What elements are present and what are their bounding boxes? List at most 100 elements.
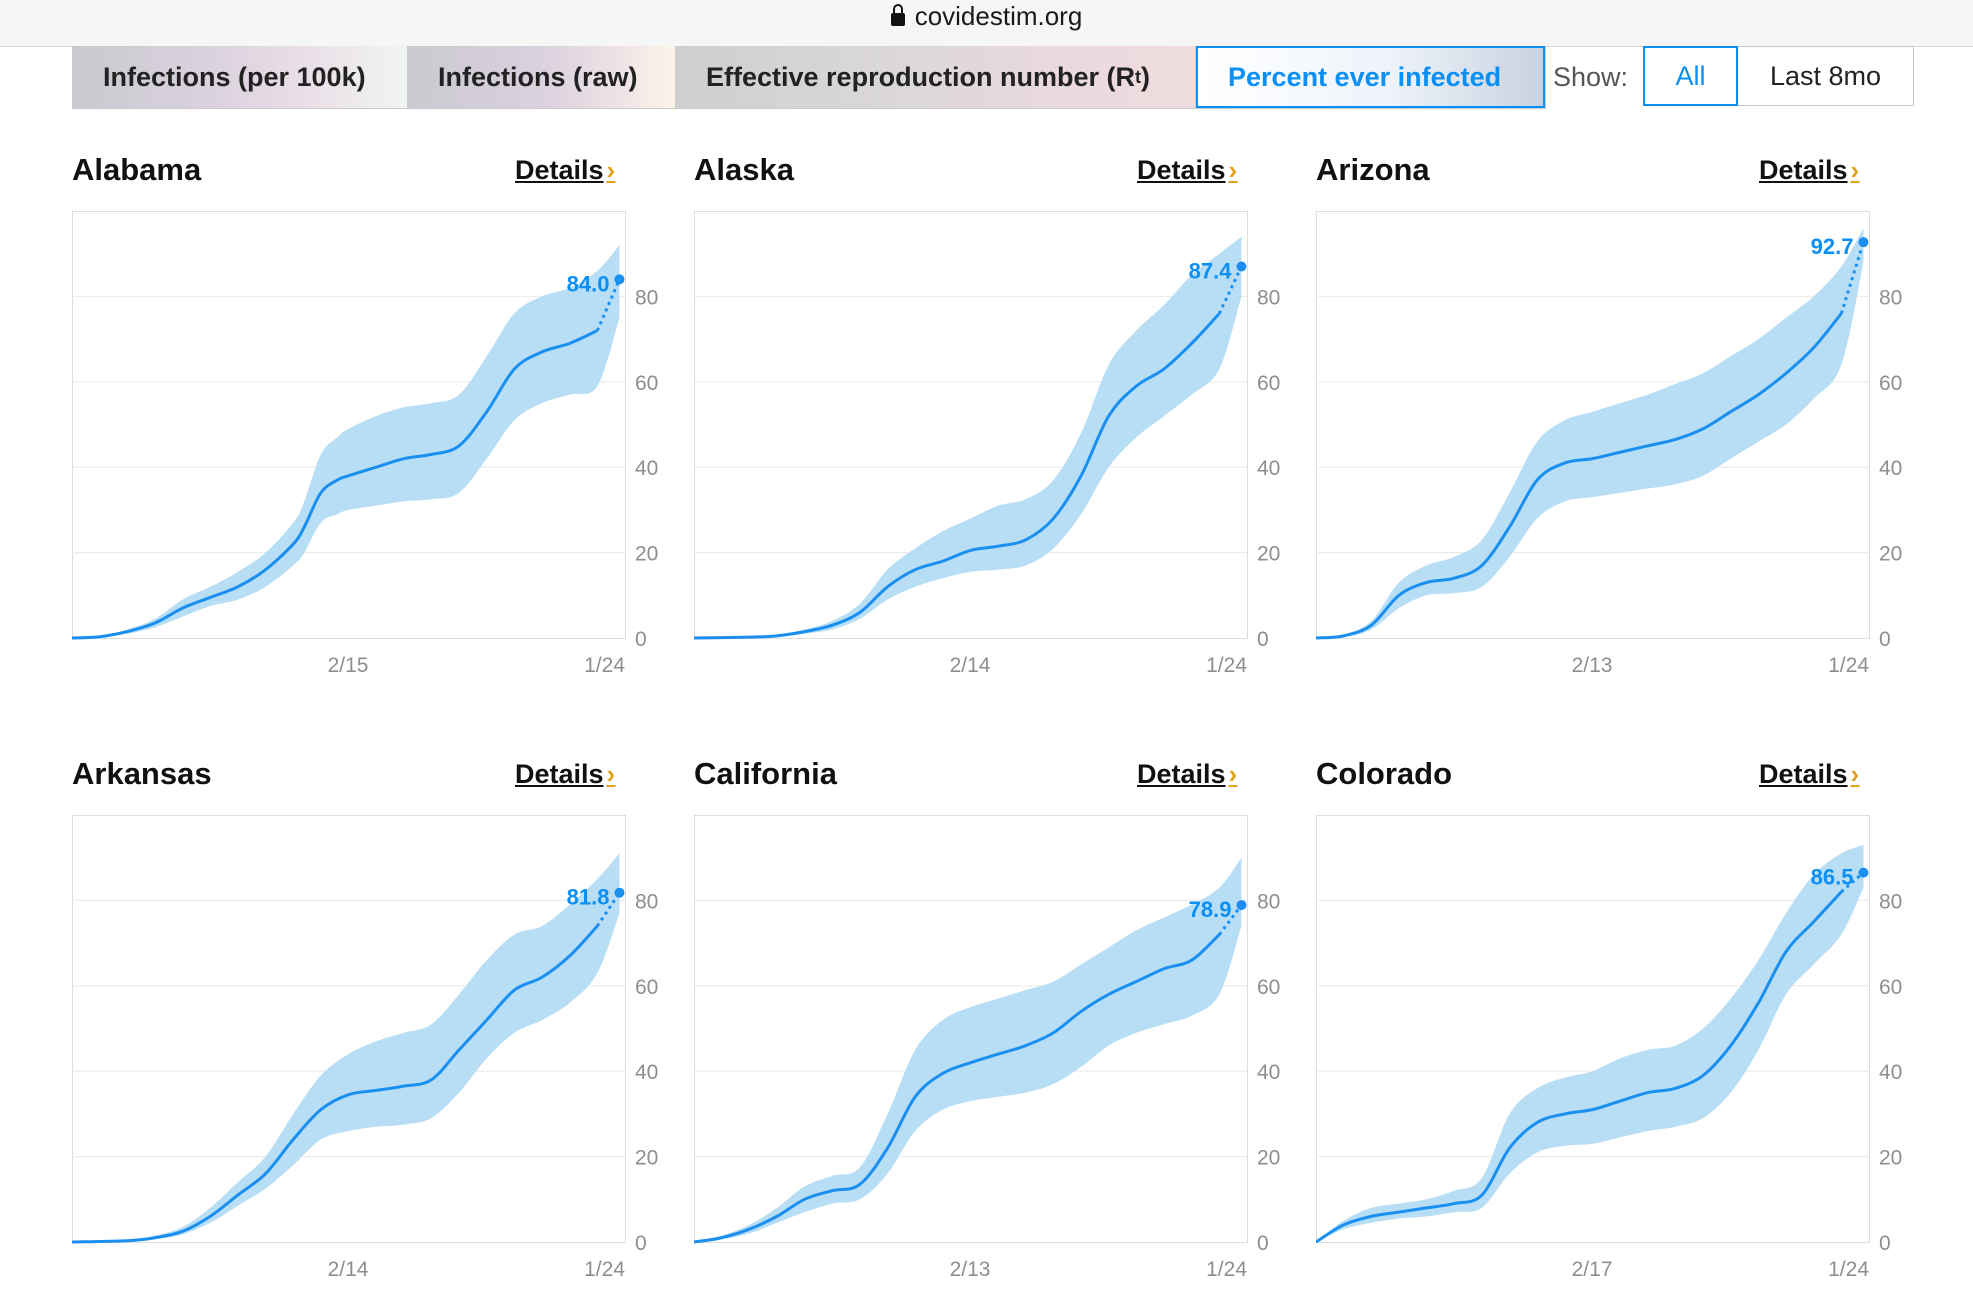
show-last-8mo-button[interactable]: Last 8mo: [1738, 46, 1914, 106]
x-tick-label: 2/14: [328, 1258, 369, 1281]
x-tick-label: 3/12: [72, 1258, 73, 1281]
x-tick-label: 1/24: [1206, 1258, 1247, 1281]
latest-value-label: 78.9: [1189, 897, 1232, 922]
x-tick-label: 1/24: [1206, 654, 1247, 677]
y-tick-label: 40: [635, 1061, 658, 1084]
tab-infections-per-100k[interactable]: Infections (per 100k): [73, 46, 408, 108]
series-projection: [1218, 904, 1243, 936]
y-tick-label: 40: [1879, 457, 1902, 480]
y-tick-label: 0: [1257, 1232, 1269, 1255]
series-line: [72, 329, 598, 640]
series-line: [1316, 890, 1843, 1244]
y-tick-label: 0: [635, 628, 647, 651]
x-tick-label: 3/10: [694, 1258, 695, 1281]
series-projection: [1217, 265, 1243, 315]
x-tick-label: 2/14: [950, 654, 991, 677]
details-label: Details: [515, 155, 604, 185]
details-link[interactable]: Details ›: [1137, 752, 1237, 796]
metric-tab-bar: Infections (per 100k) Infections (raw) E…: [72, 46, 1546, 109]
tab-infections-raw[interactable]: Infections (raw): [408, 46, 676, 108]
latest-point[interactable]: [614, 887, 625, 898]
y-tick-label: 20: [1879, 543, 1902, 566]
series-line: [694, 312, 1221, 640]
y-tick-label: 0: [1879, 628, 1891, 651]
tab-label: Infections (raw): [438, 61, 638, 92]
x-tick-label: 1/24: [1828, 1258, 1869, 1281]
browser-url-bar[interactable]: covidestim.org: [0, 0, 1973, 47]
y-tick-label: 60: [1879, 372, 1902, 395]
uncertainty-band: [72, 245, 620, 638]
x-tick-label: 2/13: [1572, 654, 1613, 677]
y-tick-label: 60: [1257, 372, 1280, 395]
y-tick-label: 80: [635, 890, 658, 913]
y-tick-label: 0: [635, 1232, 647, 1255]
chevron-right-icon: ›: [606, 155, 616, 185]
tab-percent-ever-infected[interactable]: Percent ever infected: [1196, 46, 1545, 108]
uncertainty-band: [694, 236, 1242, 638]
y-tick-label: 20: [1257, 543, 1280, 566]
details-label: Details: [1137, 759, 1226, 789]
series-projection: [1840, 871, 1865, 893]
latest-point[interactable]: [1236, 900, 1247, 911]
chevron-right-icon: ›: [1228, 759, 1238, 789]
details-link[interactable]: Details ›: [1759, 148, 1859, 192]
y-tick-label: 80: [1257, 890, 1280, 913]
state-title: Arizona: [1316, 152, 1430, 187]
state-panel: 0 20 40 60 80 3/10 2/13 1/24 92.7 Arizona Details›: [1316, 148, 1936, 703]
x-tick-label: 1/24: [584, 1258, 625, 1281]
y-tick-label: 80: [1879, 286, 1902, 309]
series-line: [1316, 312, 1843, 640]
y-tick-label: 40: [1879, 1061, 1902, 1084]
url-text: covidestim.org: [914, 1, 1083, 31]
details-link[interactable]: Details ›: [515, 148, 615, 192]
tab-label-subscript: t: [1135, 66, 1142, 87]
state-title: Alaska: [694, 152, 794, 187]
state-chart: 0 20 40 60 80 3/18 2/17 1/24 86.5: [1316, 815, 1902, 1281]
tab-label-suffix: ): [1141, 61, 1151, 92]
chevron-right-icon: ›: [1850, 155, 1860, 185]
plot-frame: [694, 815, 1248, 1243]
plot-frame: [1316, 211, 1870, 639]
state-title: Alabama: [72, 152, 202, 187]
tab-label: Effective reproduction number (R: [706, 61, 1136, 92]
latest-point[interactable]: [1858, 237, 1869, 248]
y-tick-label: 20: [635, 1147, 658, 1170]
details-label: Details: [1759, 759, 1848, 789]
state-title: Colorado: [1316, 756, 1453, 791]
y-tick-label: 60: [635, 372, 658, 395]
state-chart: 0 20 40 60 80 3/12 2/14 1/24 81.8: [72, 815, 658, 1281]
y-tick-label: 80: [1879, 890, 1902, 913]
uncertainty-band: [1316, 844, 1864, 1242]
y-tick-label: 60: [1879, 976, 1902, 999]
latest-point[interactable]: [1858, 867, 1869, 878]
tab-label: Percent ever infected: [1228, 61, 1502, 92]
x-tick-label: 3/13: [72, 654, 73, 677]
details-link[interactable]: Details ›: [515, 752, 615, 796]
y-tick-label: 40: [1257, 457, 1280, 480]
x-tick-label: 3/10: [1316, 654, 1317, 677]
state-panel: 0 20 40 60 80 3/12 2/14 1/24 87.4 Alaska Details›: [694, 148, 1314, 703]
y-tick-label: 20: [635, 543, 658, 566]
lock-icon: [890, 4, 905, 26]
y-tick-label: 80: [1257, 286, 1280, 309]
y-tick-label: 20: [1879, 1147, 1902, 1170]
state-panel: 0 20 40 60 80 3/13 2/15 1/24 84.0 Alabama Details›: [72, 148, 692, 703]
tab-effective-reproduction-number[interactable]: Effective reproduction number (R t): [676, 46, 1196, 108]
x-tick-label: 2/15: [328, 654, 369, 677]
latest-point[interactable]: [614, 274, 625, 285]
plot-frame: [694, 211, 1248, 639]
details-link[interactable]: Details ›: [1137, 148, 1237, 192]
y-tick-label: 0: [1879, 1232, 1891, 1255]
uncertainty-band: [694, 857, 1242, 1242]
y-tick-label: 60: [1257, 976, 1280, 999]
x-tick-label: 3/12: [694, 654, 695, 677]
url-display[interactable]: covidestim.org: [0, 0, 1973, 34]
show-all-button[interactable]: All: [1643, 46, 1738, 106]
x-tick-label: 2/13: [950, 1258, 991, 1281]
latest-point[interactable]: [1236, 261, 1247, 272]
details-link[interactable]: Details ›: [1759, 752, 1859, 796]
show-label: Show:: [1553, 62, 1629, 92]
y-tick-label: 40: [635, 457, 658, 480]
chevron-right-icon: ›: [606, 759, 616, 789]
latest-value-label: 81.8: [567, 885, 610, 910]
